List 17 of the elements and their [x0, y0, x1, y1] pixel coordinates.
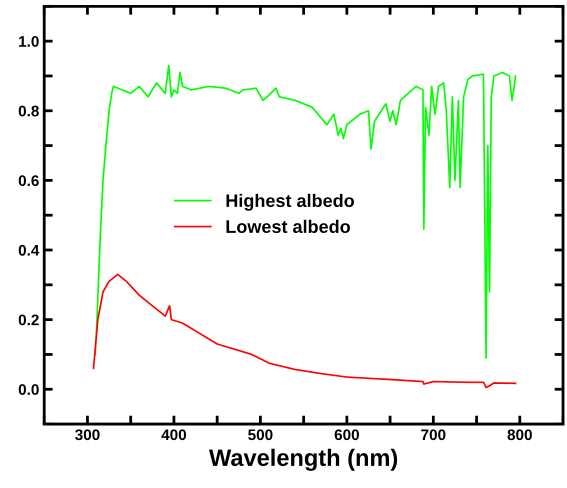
y-tick-label: 0.8 [18, 106, 39, 116]
x-tick-label: 700 [421, 429, 446, 440]
y-tick-label: 0.2 [18, 314, 39, 326]
x-tick-label: 500 [248, 429, 273, 440]
y-tick-label: 0.0 [18, 384, 39, 395]
x-tick-label: 400 [161, 429, 186, 440]
y-tick-label: 1.0 [19, 36, 39, 47]
legend-label: Highest albedo [226, 194, 354, 211]
x-tick-label: 600 [334, 429, 359, 440]
x-axis-title: Wavelength (nm) [209, 448, 398, 471]
x-tick-label: 800 [508, 429, 532, 440]
legend-label: Lowest albedo [226, 220, 350, 234]
x-tick-label: 300 [75, 429, 100, 440]
line-series [92, 274, 516, 388]
line-series [94, 64, 516, 359]
y-tick-label: 0.6 [18, 175, 39, 186]
y-tick-label: 0.4 [18, 244, 40, 256]
